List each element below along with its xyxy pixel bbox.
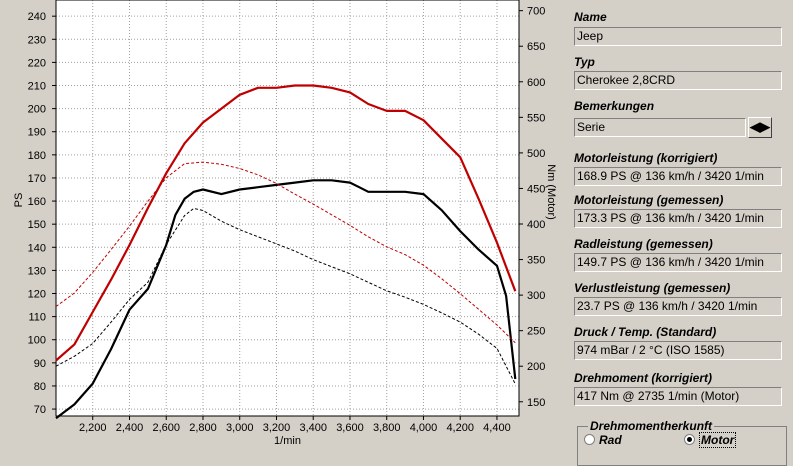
- x-tick-label: 3,000: [226, 422, 254, 434]
- y-left-tick-label: 190: [28, 127, 46, 139]
- y-left-axis-label: PS: [13, 193, 25, 208]
- y-left-tick-label: 100: [28, 335, 46, 347]
- y-left-tick-label: 80: [34, 381, 46, 393]
- radio-wheel[interactable]: Rad: [584, 433, 622, 447]
- torque-field: 417 Nm @ 2735 1/min (Motor): [574, 387, 782, 406]
- type-label: Typ: [574, 55, 595, 69]
- pressure-temp-field: 974 mBar / 2 °C (ISO 1585): [574, 341, 782, 360]
- double-arrow-icon: ◀▶: [750, 119, 770, 134]
- y-left-tick-label: 210: [28, 81, 46, 93]
- plot-background: [56, 0, 519, 416]
- y-left-tick-label: 230: [28, 34, 46, 46]
- y-left-tick-label: 160: [28, 196, 46, 208]
- wheel-power-field: 149.7 PS @ 136 km/h / 3420 1/min: [574, 253, 782, 272]
- radio-wheel-label: Rad: [599, 433, 622, 447]
- y-left-tick-label: 90: [34, 358, 46, 370]
- x-tick-label: 2,600: [152, 422, 180, 434]
- info-panel: Name Jeep Typ Cherokee 2,8CRD Bemerkunge…: [567, 0, 793, 466]
- y-left-tick-label: 120: [28, 289, 46, 301]
- dyno-chart-svg: 2,200 2,400 2,600 2,800 3,000 3,200 3,400 3,600…: [13, 0, 557, 447]
- x-tick-label: 3,400: [299, 422, 327, 434]
- y-left-tick-label: 170: [28, 173, 46, 185]
- y-left-tick-label: 140: [28, 242, 46, 254]
- y-left-tick-label: 150: [28, 219, 46, 231]
- y-left-tick-label: 110: [28, 312, 46, 324]
- power-loss-field: 23.7 PS @ 136 km/h / 3420 1/min: [574, 297, 782, 316]
- pressure-temp-label: Druck / Temp. (Standard): [574, 325, 717, 339]
- radio-motor-indicator: [684, 434, 695, 445]
- y-left-tick-label: 70: [34, 404, 46, 416]
- y-right-tick-label: 500: [527, 148, 545, 160]
- x-tick-label: 3,800: [373, 422, 401, 434]
- x-tick-label: 3,200: [263, 422, 291, 434]
- series-line-wheel-torque: [55, 207, 516, 385]
- y-right-tick-label: 700: [527, 6, 545, 18]
- x-tick-label: 4,200: [446, 422, 474, 434]
- torque-source-group: Drehmomentherkunft Rad Motor: [577, 419, 787, 466]
- x-tick-label: 4,400: [483, 422, 511, 434]
- swap-button[interactable]: ◀▶: [748, 117, 772, 138]
- y-right-tick-label: 600: [527, 77, 545, 89]
- wheel-power-label: Radleistung (gemessen): [574, 237, 713, 251]
- x-axis-label: 1/min: [274, 435, 301, 447]
- motor-power-measured-label: Motorleistung (gemessen): [574, 193, 724, 207]
- motor-power-measured-field: 173.3 PS @ 136 km/h / 3420 1/min: [574, 209, 782, 228]
- y-right-tick-label: 150: [527, 397, 545, 409]
- y-right-tick-label: 450: [527, 183, 545, 195]
- type-field[interactable]: Cherokee 2,8CRD: [574, 71, 782, 90]
- radio-motor-label: Motor: [699, 432, 737, 448]
- x-tick-label: 2,400: [116, 422, 144, 434]
- series-line-motor-power: [55, 84, 517, 362]
- y-right-tick-label: 350: [527, 255, 545, 267]
- y-right-axis-label: Nm (Motor): [545, 164, 557, 220]
- y-right-tick-label: 300: [527, 290, 545, 302]
- power-loss-label: Verlustleistung (gemessen): [574, 281, 731, 295]
- x-tick-label: 2,200: [79, 422, 107, 434]
- series-line-motor-torque: [55, 161, 516, 344]
- remarks-field[interactable]: Serie: [574, 118, 746, 137]
- y-left-tick-label: 240: [28, 11, 46, 23]
- name-label: Name: [574, 10, 607, 24]
- y-left-tick-label: 180: [28, 150, 46, 162]
- torque-source-title: Drehmomentherkunft: [588, 419, 715, 433]
- name-field[interactable]: Jeep: [574, 27, 782, 46]
- y-right-tick-label: 200: [527, 361, 545, 373]
- y-left-tick-label: 220: [28, 57, 46, 69]
- x-tick-label: 3,600: [336, 422, 364, 434]
- radio-motor[interactable]: Motor: [684, 432, 737, 448]
- y-right-tick-label: 650: [527, 41, 545, 53]
- y-right-tick-label: 400: [527, 219, 545, 231]
- y-right-tick-label: 550: [527, 112, 545, 124]
- y-left-tick-label: 200: [28, 104, 46, 116]
- y-right-tick-label: 250: [527, 326, 545, 338]
- series-line-wheel-power: [55, 179, 517, 420]
- plot-frame: [55, 0, 520, 417]
- motor-power-corrected-field: 168.9 PS @ 136 km/h / 3420 1/min: [574, 167, 782, 186]
- torque-label: Drehmoment (korrigiert): [574, 371, 713, 385]
- x-tick-label: 2,800: [189, 422, 217, 434]
- remarks-label: Bemerkungen: [574, 99, 655, 113]
- radio-wheel-indicator: [584, 434, 595, 445]
- dyno-chart: 2,200 2,400 2,600 2,800 3,000 3,200 3,400 3,600…: [13, 0, 557, 447]
- y-left-tick-label: 130: [28, 265, 46, 277]
- x-tick-label: 4,000: [410, 422, 438, 434]
- motor-power-corrected-label: Motorleistung (korrigiert): [574, 151, 718, 165]
